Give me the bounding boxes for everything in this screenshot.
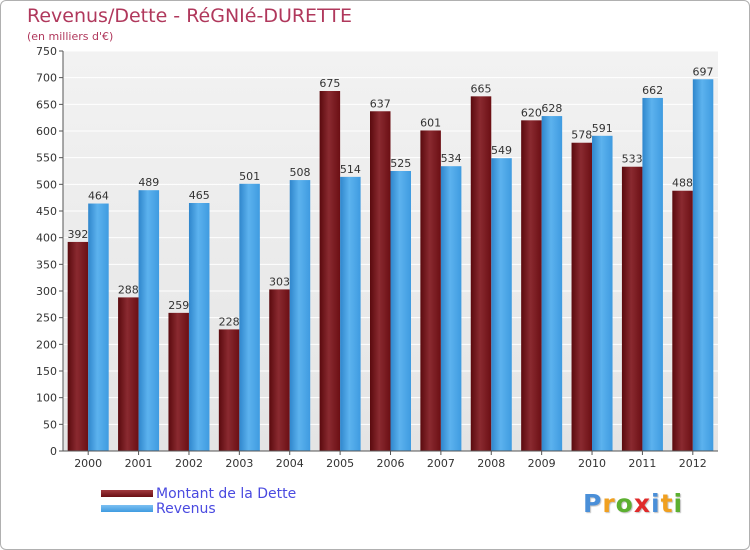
data-label-dette: 392 (67, 228, 88, 241)
bar-dette (672, 190, 693, 451)
data-label-revenus: 628 (541, 102, 562, 115)
data-label-revenus: 525 (390, 157, 411, 170)
y-tick-label: 500 (36, 178, 57, 191)
y-tick-label: 250 (36, 312, 57, 325)
bar-revenus (390, 171, 411, 451)
y-tick-label: 200 (36, 338, 57, 351)
bar-dette (571, 142, 593, 451)
data-label-revenus: 514 (340, 163, 361, 176)
legend-label-dette: Montant de la Dette (156, 486, 297, 502)
chart-title: Revenus/Dette - RéGNIé-DURETTE (27, 5, 352, 27)
bar-dette (420, 130, 441, 451)
y-tick-label: 100 (36, 392, 57, 405)
bar-dette (319, 91, 341, 451)
x-tick-label: 2011 (628, 457, 656, 470)
bar-dette (218, 329, 240, 451)
bar-revenus (491, 158, 512, 451)
logo-letter: r (602, 489, 616, 518)
bar-dette (67, 241, 89, 451)
data-label-revenus: 465 (189, 189, 210, 202)
logo-letter: i (673, 489, 684, 518)
legend-swatch-revenus (101, 505, 153, 512)
bar-dette (370, 111, 391, 452)
bar-dette (118, 297, 139, 451)
logo-letter: P (583, 489, 603, 518)
y-tick-label: 350 (36, 258, 57, 271)
y-tick-label: 700 (36, 72, 57, 85)
bar-dette (470, 96, 492, 451)
x-tick-label: 2007 (427, 457, 455, 470)
data-label-dette: 228 (219, 315, 240, 328)
legend-label-revenus: Revenus (156, 501, 216, 517)
y-tick-label: 650 (36, 98, 57, 111)
x-tick-label: 2001 (125, 457, 153, 470)
y-tick-label: 600 (36, 125, 57, 138)
data-label-revenus: 662 (642, 84, 663, 97)
bar-dette (521, 120, 542, 451)
y-tick-label: 400 (36, 232, 57, 245)
data-label-revenus: 464 (88, 190, 109, 203)
bar-dette (621, 166, 643, 451)
legend-swatch-dette (101, 490, 153, 497)
x-tick-label: 2012 (679, 457, 707, 470)
data-label-revenus: 501 (239, 170, 260, 183)
x-tick-label: 2005 (326, 457, 354, 470)
bar-revenus (239, 183, 260, 452)
data-label-revenus: 489 (138, 176, 159, 189)
data-label-dette: 601 (420, 116, 441, 129)
bar-revenus (592, 135, 613, 452)
proxiti-logo: Proxiti (583, 489, 683, 518)
data-label-revenus: 591 (592, 122, 613, 135)
x-tick-label: 2009 (528, 457, 556, 470)
bar-dette (168, 312, 189, 451)
y-tick-label: 0 (50, 445, 57, 458)
x-tick-label: 2010 (578, 457, 606, 470)
data-label-dette: 488 (672, 177, 693, 190)
bar-revenus (138, 190, 160, 451)
bar-revenus (440, 166, 462, 451)
x-tick-label: 2006 (377, 457, 405, 470)
data-label-revenus: 549 (491, 144, 512, 157)
bar-revenus (541, 116, 563, 452)
logo-letter: x (633, 489, 651, 518)
bar-revenus (340, 176, 361, 451)
data-label-dette: 637 (370, 97, 391, 110)
bar-revenus (642, 97, 663, 451)
data-label-dette: 303 (269, 275, 290, 288)
data-label-revenus: 697 (693, 65, 714, 78)
y-tick-label: 300 (36, 285, 57, 298)
bar-revenus (88, 203, 109, 451)
data-label-dette: 675 (319, 77, 340, 90)
x-tick-label: 2008 (477, 457, 505, 470)
bar-revenus (188, 203, 210, 451)
x-tick-label: 2004 (276, 457, 304, 470)
y-tick-label: 50 (43, 418, 57, 431)
bar-revenus (289, 180, 311, 452)
data-label-dette: 578 (571, 129, 592, 142)
logo-letter: t (660, 489, 674, 518)
data-label-dette: 665 (471, 82, 492, 95)
data-label-dette: 259 (168, 299, 189, 312)
data-label-dette: 533 (622, 153, 643, 166)
data-label-dette: 288 (118, 283, 139, 296)
x-tick-label: 2000 (74, 457, 102, 470)
data-label-dette: 620 (521, 106, 542, 119)
x-tick-label: 2002 (175, 457, 203, 470)
y-tick-label: 450 (36, 205, 57, 218)
logo-letter: i (651, 489, 661, 518)
y-tick-label: 150 (36, 365, 57, 378)
bar-revenus (692, 79, 714, 452)
y-tick-label: 550 (36, 152, 57, 165)
logo-letter: o (615, 489, 634, 518)
x-tick-label: 2003 (225, 457, 253, 470)
chart-subtitle: (en milliers d'€) (27, 30, 114, 43)
y-tick-label: 750 (36, 45, 57, 58)
data-label-revenus: 508 (289, 166, 310, 179)
bar-dette (269, 289, 290, 451)
data-label-revenus: 534 (441, 152, 462, 165)
